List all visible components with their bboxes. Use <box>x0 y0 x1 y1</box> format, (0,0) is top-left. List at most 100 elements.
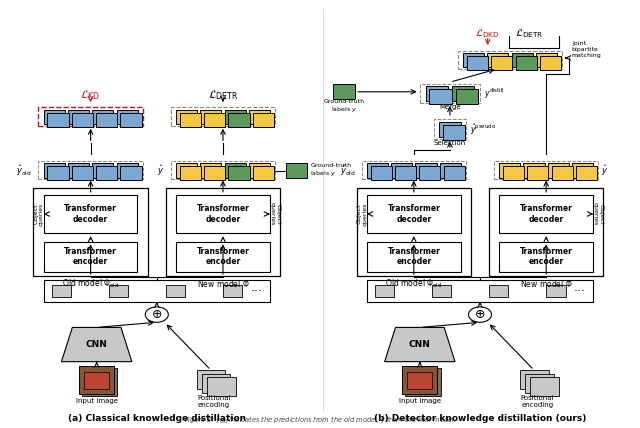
Bar <box>452 86 474 101</box>
Text: $\oplus$: $\oplus$ <box>151 308 163 321</box>
Bar <box>547 285 566 297</box>
Bar <box>44 163 65 178</box>
Text: $\hat{y}_{\rm old}$: $\hat{y}_{\rm old}$ <box>340 163 355 178</box>
Bar <box>68 110 89 124</box>
Text: Transformer
encoder: Transformer encoder <box>64 247 117 267</box>
Bar <box>176 195 270 233</box>
Text: Object
queries: Object queries <box>356 202 367 226</box>
Bar <box>406 368 441 396</box>
Bar <box>180 166 201 180</box>
Text: ···: ··· <box>251 285 263 297</box>
Bar <box>444 166 465 180</box>
Bar <box>530 377 559 396</box>
Bar <box>489 285 508 297</box>
Bar <box>171 107 275 126</box>
Polygon shape <box>385 327 455 362</box>
Text: Transformer
encoder: Transformer encoder <box>196 247 250 267</box>
Bar <box>492 56 513 70</box>
Bar <box>72 166 93 180</box>
Bar <box>120 113 141 127</box>
Bar <box>225 110 246 124</box>
Bar <box>200 110 221 124</box>
Bar <box>79 366 114 394</box>
Text: Positional
encoding: Positional encoding <box>197 395 231 408</box>
Text: New model $\Phi$: New model $\Phi$ <box>196 278 250 289</box>
Bar <box>512 53 532 67</box>
Bar <box>548 163 569 178</box>
Text: $\mathcal{L}_{\rm DKD}$: $\mathcal{L}_{\rm DKD}$ <box>476 27 500 40</box>
Text: Ground-truth
labels $y$: Ground-truth labels $y$ <box>310 163 351 178</box>
Bar <box>92 163 113 178</box>
Text: $\hat{y}_{\rm old}$: $\hat{y}_{\rm old}$ <box>17 163 32 178</box>
Text: Object
queries: Object queries <box>269 202 280 226</box>
Text: Object
queries: Object queries <box>593 202 604 226</box>
Bar <box>499 242 593 272</box>
Bar <box>375 285 394 297</box>
Text: $\hat{y}$: $\hat{y}$ <box>157 163 164 178</box>
Bar <box>47 166 68 180</box>
Bar <box>47 113 68 127</box>
Text: $y^{\rm distill}$: $y^{\rm distill}$ <box>484 87 505 101</box>
Bar <box>180 113 201 127</box>
Text: Joint
bipartite
matching: Joint bipartite matching <box>572 41 602 58</box>
Bar <box>367 163 388 178</box>
Bar <box>440 163 461 178</box>
Bar <box>367 195 461 233</box>
Bar <box>524 163 545 178</box>
Bar <box>96 113 117 127</box>
Bar <box>84 372 109 389</box>
Circle shape <box>145 307 168 322</box>
Bar <box>356 188 471 276</box>
Bar <box>171 161 275 179</box>
Bar <box>72 113 93 127</box>
Text: Transformer
encoder: Transformer encoder <box>387 247 440 267</box>
Text: (a) Classical knowledge distillation: (a) Classical knowledge distillation <box>68 414 246 423</box>
Bar <box>499 163 520 178</box>
Bar <box>38 107 143 126</box>
Bar <box>44 280 269 302</box>
Bar <box>520 370 548 389</box>
Bar <box>44 195 138 233</box>
Text: Positional
encoding: Positional encoding <box>520 395 554 408</box>
Bar <box>415 163 436 178</box>
Bar <box>467 56 488 70</box>
Bar <box>432 285 451 297</box>
Text: Transformer
decoder: Transformer decoder <box>387 204 440 224</box>
Bar <box>196 370 225 389</box>
Polygon shape <box>61 327 132 362</box>
Bar <box>207 377 236 396</box>
Text: Ground-truth
labels $y$: Ground-truth labels $y$ <box>323 98 365 114</box>
Text: Transformer
decoder: Transformer decoder <box>196 204 250 224</box>
Text: $\mathcal{L}_{\rm DETR}$: $\mathcal{L}_{\rm DETR}$ <box>515 27 543 40</box>
Bar <box>176 242 270 272</box>
Bar <box>362 161 466 179</box>
Bar <box>552 166 573 180</box>
Bar <box>44 110 65 124</box>
Bar <box>33 188 148 276</box>
Text: $\mathcal{L}_{\rm DETR}$: $\mathcal{L}_{\rm DETR}$ <box>207 88 238 102</box>
Bar <box>204 166 225 180</box>
Text: $\mathcal{L}_{\rm KD}$: $\mathcal{L}_{\rm KD}$ <box>81 88 101 102</box>
Text: Input image: Input image <box>399 398 441 404</box>
Bar <box>426 86 448 101</box>
Text: Merge: Merge <box>439 104 461 110</box>
Bar <box>166 285 185 297</box>
Bar <box>503 166 524 180</box>
Text: Transformer
decoder: Transformer decoder <box>520 204 573 224</box>
Bar <box>249 163 270 178</box>
Bar <box>253 166 274 180</box>
Bar <box>536 53 557 67</box>
Bar <box>96 166 117 180</box>
Bar <box>572 163 593 178</box>
Bar <box>527 166 548 180</box>
Bar <box>403 366 438 394</box>
Bar <box>204 113 225 127</box>
Bar <box>408 372 433 389</box>
Bar <box>109 285 128 297</box>
Text: Old model $\Phi_{\rm old}$: Old model $\Phi_{\rm old}$ <box>62 277 119 290</box>
Bar <box>391 163 412 178</box>
Bar <box>463 53 484 67</box>
Bar <box>120 166 141 180</box>
Text: Transformer
decoder: Transformer decoder <box>64 204 117 224</box>
Bar <box>68 163 89 178</box>
